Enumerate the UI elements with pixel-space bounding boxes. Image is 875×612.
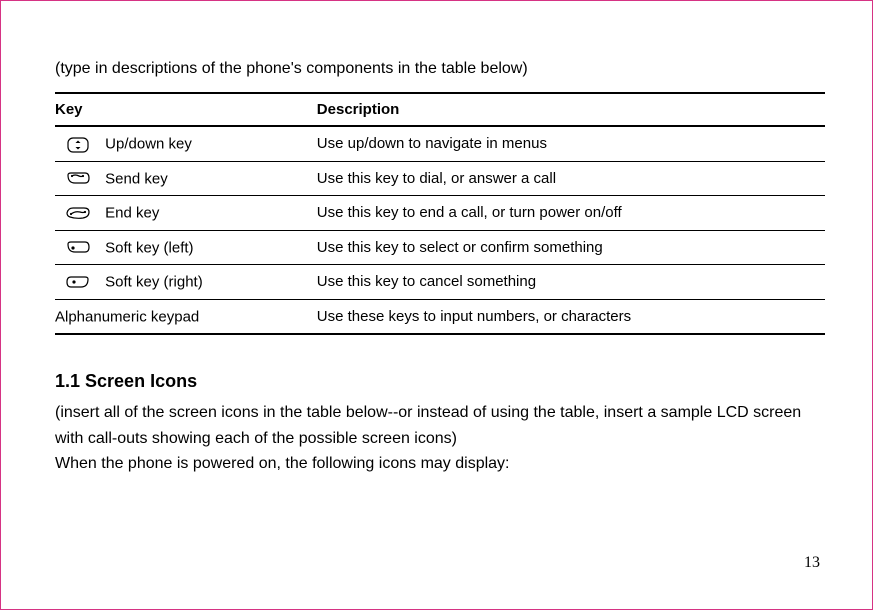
key-desc: Use this key to dial, or answer a call (317, 161, 825, 196)
key-desc: Use up/down to navigate in menus (317, 126, 825, 161)
intro-text: (type in descriptions of the phone's com… (55, 60, 825, 78)
key-desc: Use this key to select or confirm someth… (317, 230, 825, 265)
end-key-icon (65, 205, 91, 222)
page-number: 13 (804, 554, 820, 572)
key-desc: Use this key to cancel something (317, 265, 825, 300)
key-label: Soft key (right) (105, 274, 203, 291)
page-content: (type in descriptions of the phone's com… (55, 60, 825, 477)
key-label: Soft key (left) (105, 239, 193, 256)
table-header-key: Key (55, 93, 317, 126)
table-header-desc: Description (317, 93, 825, 126)
section-heading: 1.1 Screen Icons (55, 371, 825, 392)
section-body-1: (insert all of the screen icons in the t… (55, 400, 825, 451)
key-label: Send key (105, 170, 168, 187)
key-desc: Use these keys to input numbers, or char… (317, 299, 825, 334)
table-row: End key Use this key to end a call, or t… (55, 196, 825, 231)
key-label: Up/down key (105, 136, 192, 153)
key-label: Alphanumeric keypad (55, 308, 199, 325)
section-body-2: When the phone is powered on, the follow… (55, 451, 825, 477)
table-row: Soft key (right) Use this key to cancel … (55, 265, 825, 300)
table-row: Soft key (left) Use this key to select o… (55, 230, 825, 265)
table-row: Send key Use this key to dial, or answer… (55, 161, 825, 196)
key-label: End key (105, 205, 159, 222)
send-key-icon (65, 170, 91, 187)
table-row: Alphanumeric keypad Use these keys to in… (55, 299, 825, 334)
soft-key-left-icon (65, 239, 91, 256)
updown-key-icon (65, 136, 91, 153)
soft-key-right-icon (65, 274, 91, 291)
components-table: Key Description Up/down key Use up/down (55, 92, 825, 335)
table-row: Up/down key Use up/down to navigate in m… (55, 126, 825, 161)
key-desc: Use this key to end a call, or turn powe… (317, 196, 825, 231)
